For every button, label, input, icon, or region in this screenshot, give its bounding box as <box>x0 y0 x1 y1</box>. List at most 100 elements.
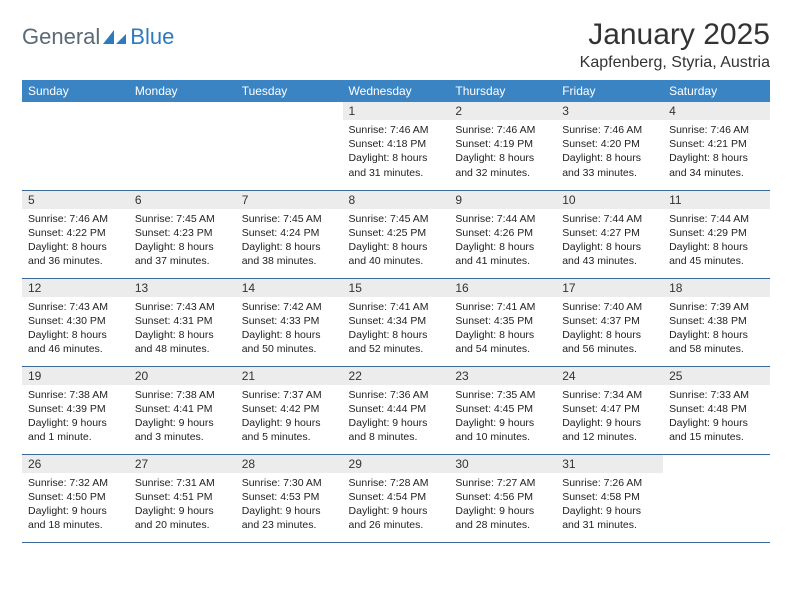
day-details: Sunrise: 7:26 AMSunset: 4:58 PMDaylight:… <box>556 473 663 537</box>
calendar-day-cell: 22Sunrise: 7:36 AMSunset: 4:44 PMDayligh… <box>343 366 450 454</box>
day-number: 7 <box>236 191 343 209</box>
calendar-day-cell: 4Sunrise: 7:46 AMSunset: 4:21 PMDaylight… <box>663 102 770 190</box>
day-details: Sunrise: 7:39 AMSunset: 4:38 PMDaylight:… <box>663 297 770 361</box>
day-details: Sunrise: 7:46 AMSunset: 4:18 PMDaylight:… <box>343 120 450 184</box>
brand-part2: Blue <box>130 24 174 50</box>
calendar-day-cell: 13Sunrise: 7:43 AMSunset: 4:31 PMDayligh… <box>129 278 236 366</box>
calendar-week-row: 1Sunrise: 7:46 AMSunset: 4:18 PMDaylight… <box>22 102 770 190</box>
day-details: Sunrise: 7:32 AMSunset: 4:50 PMDaylight:… <box>22 473 129 537</box>
day-number: 29 <box>343 455 450 473</box>
calendar-day-cell: 1Sunrise: 7:46 AMSunset: 4:18 PMDaylight… <box>343 102 450 190</box>
day-number: 31 <box>556 455 663 473</box>
calendar-day-cell: 3Sunrise: 7:46 AMSunset: 4:20 PMDaylight… <box>556 102 663 190</box>
calendar-day-cell: 5Sunrise: 7:46 AMSunset: 4:22 PMDaylight… <box>22 190 129 278</box>
weekday-header-cell: Saturday <box>663 80 770 102</box>
location-text: Kapfenberg, Styria, Austria <box>580 54 770 72</box>
title-block: January 2025 Kapfenberg, Styria, Austria <box>580 18 770 72</box>
day-details: Sunrise: 7:45 AMSunset: 4:25 PMDaylight:… <box>343 209 450 273</box>
month-title: January 2025 <box>580 18 770 52</box>
day-details: Sunrise: 7:45 AMSunset: 4:23 PMDaylight:… <box>129 209 236 273</box>
calendar-day-cell: 17Sunrise: 7:40 AMSunset: 4:37 PMDayligh… <box>556 278 663 366</box>
calendar-week-row: 19Sunrise: 7:38 AMSunset: 4:39 PMDayligh… <box>22 366 770 454</box>
calendar-day-cell <box>22 102 129 190</box>
calendar-day-cell: 2Sunrise: 7:46 AMSunset: 4:19 PMDaylight… <box>449 102 556 190</box>
day-number: 26 <box>22 455 129 473</box>
day-details: Sunrise: 7:33 AMSunset: 4:48 PMDaylight:… <box>663 385 770 449</box>
day-number: 11 <box>663 191 770 209</box>
day-details: Sunrise: 7:41 AMSunset: 4:34 PMDaylight:… <box>343 297 450 361</box>
day-number: 18 <box>663 279 770 297</box>
day-number: 14 <box>236 279 343 297</box>
calendar-week-row: 26Sunrise: 7:32 AMSunset: 4:50 PMDayligh… <box>22 454 770 542</box>
day-number: 8 <box>343 191 450 209</box>
calendar-day-cell: 24Sunrise: 7:34 AMSunset: 4:47 PMDayligh… <box>556 366 663 454</box>
day-number: 21 <box>236 367 343 385</box>
day-number: 28 <box>236 455 343 473</box>
day-number: 5 <box>22 191 129 209</box>
brand-logo: General Blue <box>22 24 174 50</box>
calendar-body: 1Sunrise: 7:46 AMSunset: 4:18 PMDaylight… <box>22 102 770 542</box>
weekday-header-cell: Thursday <box>449 80 556 102</box>
day-details: Sunrise: 7:41 AMSunset: 4:35 PMDaylight:… <box>449 297 556 361</box>
day-number: 12 <box>22 279 129 297</box>
weekday-header-cell: Tuesday <box>236 80 343 102</box>
calendar-day-cell: 8Sunrise: 7:45 AMSunset: 4:25 PMDaylight… <box>343 190 450 278</box>
day-details: Sunrise: 7:30 AMSunset: 4:53 PMDaylight:… <box>236 473 343 537</box>
calendar-day-cell: 19Sunrise: 7:38 AMSunset: 4:39 PMDayligh… <box>22 366 129 454</box>
weekday-header-cell: Wednesday <box>343 80 450 102</box>
calendar-day-cell <box>129 102 236 190</box>
day-details: Sunrise: 7:37 AMSunset: 4:42 PMDaylight:… <box>236 385 343 449</box>
day-details: Sunrise: 7:40 AMSunset: 4:37 PMDaylight:… <box>556 297 663 361</box>
day-number: 10 <box>556 191 663 209</box>
day-details: Sunrise: 7:46 AMSunset: 4:19 PMDaylight:… <box>449 120 556 184</box>
day-number: 3 <box>556 102 663 120</box>
calendar-day-cell: 16Sunrise: 7:41 AMSunset: 4:35 PMDayligh… <box>449 278 556 366</box>
day-number: 17 <box>556 279 663 297</box>
day-number: 16 <box>449 279 556 297</box>
calendar-day-cell: 14Sunrise: 7:42 AMSunset: 4:33 PMDayligh… <box>236 278 343 366</box>
day-details: Sunrise: 7:42 AMSunset: 4:33 PMDaylight:… <box>236 297 343 361</box>
day-number: 24 <box>556 367 663 385</box>
calendar-day-cell: 29Sunrise: 7:28 AMSunset: 4:54 PMDayligh… <box>343 454 450 542</box>
calendar-day-cell <box>663 454 770 542</box>
day-details: Sunrise: 7:38 AMSunset: 4:41 PMDaylight:… <box>129 385 236 449</box>
day-details: Sunrise: 7:44 AMSunset: 4:26 PMDaylight:… <box>449 209 556 273</box>
day-details: Sunrise: 7:36 AMSunset: 4:44 PMDaylight:… <box>343 385 450 449</box>
calendar-day-cell: 27Sunrise: 7:31 AMSunset: 4:51 PMDayligh… <box>129 454 236 542</box>
weekday-header-cell: Friday <box>556 80 663 102</box>
calendar-week-row: 5Sunrise: 7:46 AMSunset: 4:22 PMDaylight… <box>22 190 770 278</box>
calendar-day-cell: 31Sunrise: 7:26 AMSunset: 4:58 PMDayligh… <box>556 454 663 542</box>
day-details: Sunrise: 7:46 AMSunset: 4:21 PMDaylight:… <box>663 120 770 184</box>
calendar-day-cell: 30Sunrise: 7:27 AMSunset: 4:56 PMDayligh… <box>449 454 556 542</box>
day-number: 13 <box>129 279 236 297</box>
calendar-day-cell: 18Sunrise: 7:39 AMSunset: 4:38 PMDayligh… <box>663 278 770 366</box>
brand-part1: General <box>22 24 100 50</box>
day-details: Sunrise: 7:46 AMSunset: 4:22 PMDaylight:… <box>22 209 129 273</box>
day-details: Sunrise: 7:35 AMSunset: 4:45 PMDaylight:… <box>449 385 556 449</box>
calendar-day-cell: 6Sunrise: 7:45 AMSunset: 4:23 PMDaylight… <box>129 190 236 278</box>
day-details: Sunrise: 7:31 AMSunset: 4:51 PMDaylight:… <box>129 473 236 537</box>
day-details: Sunrise: 7:45 AMSunset: 4:24 PMDaylight:… <box>236 209 343 273</box>
calendar-day-cell: 23Sunrise: 7:35 AMSunset: 4:45 PMDayligh… <box>449 366 556 454</box>
day-details: Sunrise: 7:27 AMSunset: 4:56 PMDaylight:… <box>449 473 556 537</box>
day-details: Sunrise: 7:43 AMSunset: 4:30 PMDaylight:… <box>22 297 129 361</box>
day-details: Sunrise: 7:46 AMSunset: 4:20 PMDaylight:… <box>556 120 663 184</box>
day-number: 25 <box>663 367 770 385</box>
day-number: 19 <box>22 367 129 385</box>
day-number: 2 <box>449 102 556 120</box>
day-details: Sunrise: 7:34 AMSunset: 4:47 PMDaylight:… <box>556 385 663 449</box>
header-row: General Blue January 2025 Kapfenberg, St… <box>22 18 770 72</box>
day-details: Sunrise: 7:44 AMSunset: 4:29 PMDaylight:… <box>663 209 770 273</box>
day-number: 1 <box>343 102 450 120</box>
weekday-header-cell: Sunday <box>22 80 129 102</box>
day-details: Sunrise: 7:38 AMSunset: 4:39 PMDaylight:… <box>22 385 129 449</box>
calendar-day-cell: 12Sunrise: 7:43 AMSunset: 4:30 PMDayligh… <box>22 278 129 366</box>
calendar-day-cell: 21Sunrise: 7:37 AMSunset: 4:42 PMDayligh… <box>236 366 343 454</box>
day-details: Sunrise: 7:28 AMSunset: 4:54 PMDaylight:… <box>343 473 450 537</box>
calendar-week-row: 12Sunrise: 7:43 AMSunset: 4:30 PMDayligh… <box>22 278 770 366</box>
day-number: 15 <box>343 279 450 297</box>
calendar-day-cell: 28Sunrise: 7:30 AMSunset: 4:53 PMDayligh… <box>236 454 343 542</box>
calendar-day-cell: 7Sunrise: 7:45 AMSunset: 4:24 PMDaylight… <box>236 190 343 278</box>
calendar-day-cell: 10Sunrise: 7:44 AMSunset: 4:27 PMDayligh… <box>556 190 663 278</box>
calendar-table: SundayMondayTuesdayWednesdayThursdayFrid… <box>22 80 770 543</box>
